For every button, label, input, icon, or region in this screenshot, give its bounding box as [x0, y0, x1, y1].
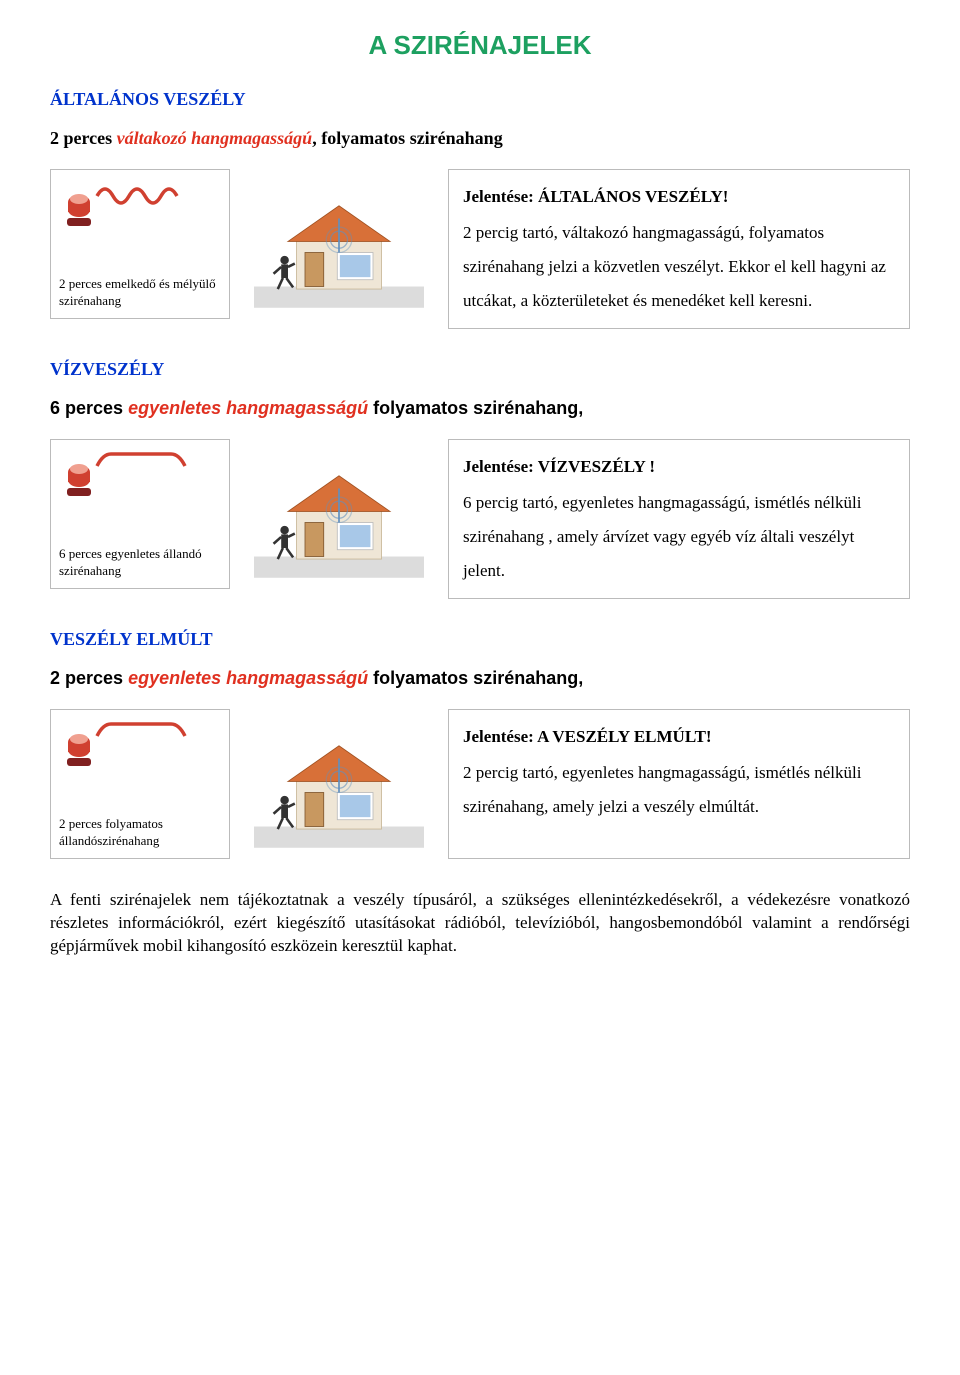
signal-block: 2 perces emelkedő és mélyülő szirénahang…	[50, 169, 910, 329]
line-emphasis: egyenletes hangmagasságú	[128, 398, 368, 418]
line-prefix: 6 perces	[50, 398, 128, 418]
siren-description-line: 2 perces egyenletes hangmagasságú folyam…	[50, 668, 910, 689]
section-heading: VESZÉLY ELMÚLT	[50, 629, 910, 650]
line-prefix: 2 perces	[50, 668, 128, 688]
house-illustration	[244, 709, 434, 859]
section-heading: VÍZVESZÉLY	[50, 359, 910, 380]
house-illustration	[244, 439, 434, 589]
illustration-caption: 2 perces emelkedő és mélyülő szirénahang	[59, 276, 221, 310]
page-title: A SZIRÉNAJELEK	[50, 30, 910, 61]
meaning-title: Jelentése: VÍZVESZÉLY !	[463, 450, 895, 484]
house-illustration	[244, 169, 434, 319]
footer-paragraph: A fenti szirénajelek nem tájékoztatnak a…	[50, 889, 910, 958]
meaning-title: Jelentése: A VESZÉLY ELMÚLT!	[463, 720, 895, 754]
meaning-box: Jelentése: VÍZVESZÉLY ! 6 percig tartó, …	[448, 439, 910, 599]
illustration-caption: 6 perces egyenletes állandó szirénahang	[59, 546, 221, 580]
meaning-body: 2 percig tartó, váltakozó hangmagasságú,…	[463, 216, 895, 318]
signal-block: 2 perces folyamatos állandószirénahang J…	[50, 709, 910, 859]
siren-illustration-box: 2 perces folyamatos állandószirénahang	[50, 709, 230, 859]
meaning-body: 6 percig tartó, egyenletes hangmagasságú…	[463, 486, 895, 588]
meaning-box: Jelentése: A VESZÉLY ELMÚLT! 2 percig ta…	[448, 709, 910, 859]
siren-icon	[59, 448, 219, 508]
line-emphasis: váltakozó hangmagasságú	[117, 128, 313, 148]
siren-description-line: 6 perces egyenletes hangmagasságú folyam…	[50, 398, 910, 419]
siren-illustration-box: 6 perces egyenletes állandó szirénahang	[50, 439, 230, 589]
siren-description-line: 2 perces váltakozó hangmagasságú, folyam…	[50, 128, 910, 149]
siren-illustration-box: 2 perces emelkedő és mélyülő szirénahang	[50, 169, 230, 319]
siren-icon	[59, 718, 219, 778]
line-suffix: folyamatos szirénahang,	[368, 398, 583, 418]
line-emphasis: egyenletes hangmagasságú	[128, 668, 368, 688]
illustration-caption: 2 perces folyamatos állandószirénahang	[59, 816, 221, 850]
signal-block: 6 perces egyenletes állandó szirénahang …	[50, 439, 910, 599]
siren-icon	[59, 178, 219, 238]
meaning-title: Jelentése: ÁLTALÁNOS VESZÉLY!	[463, 180, 895, 214]
meaning-body: 2 percig tartó, egyenletes hangmagasságú…	[463, 756, 895, 824]
line-prefix: 2 perces	[50, 128, 117, 148]
line-suffix: folyamatos szirénahang,	[368, 668, 583, 688]
meaning-box: Jelentése: ÁLTALÁNOS VESZÉLY! 2 percig t…	[448, 169, 910, 329]
section-heading: ÁLTALÁNOS VESZÉLY	[50, 89, 910, 110]
line-suffix: , folyamatos szirénahang	[312, 128, 503, 148]
